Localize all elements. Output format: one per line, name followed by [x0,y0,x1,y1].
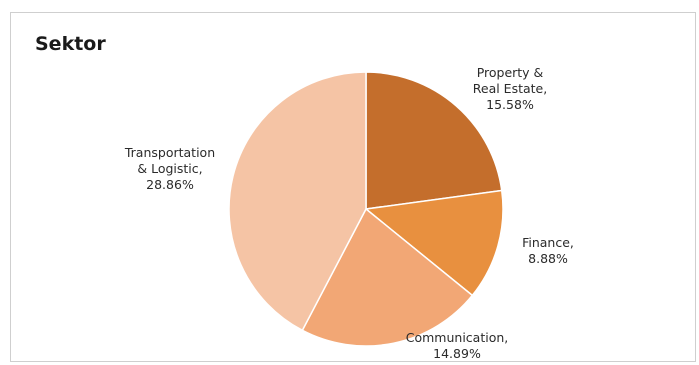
pie-slice-communication [301,207,474,347]
data-label-line: 14.89% [433,346,481,361]
data-label-line: Communication, [406,330,509,345]
data-label-transportation: Transportation & Logistic, 28.86% [124,145,215,192]
data-label-line: 15.58% [486,97,534,112]
chart-frame: Sektor Property & Real Estate, 15.58% Finan… [10,12,696,362]
pie-chart: Property & Real Estate, 15.58% Finance, 8.88… [124,65,574,361]
data-label-line: Finance, [522,235,574,250]
data-label-property: Property & Real Estate, 15.58% [473,65,547,112]
data-label-line: 28.86% [146,177,194,192]
data-label-finance: Finance, 8.88% [522,235,574,266]
pie-slice-property [365,71,503,210]
data-label-line: Transportation [124,145,215,160]
chart-title: Sektor [35,33,106,55]
pie-slice-finance [364,189,504,297]
pie-slice-transportation [228,71,367,332]
data-label-line: 8.88% [528,251,568,266]
data-label-communication: Communication, 14.89% [406,330,509,361]
data-label-line: Property & [477,65,544,80]
data-label-line: Real Estate, [473,81,547,96]
data-label-line: & Logistic, [137,161,202,176]
